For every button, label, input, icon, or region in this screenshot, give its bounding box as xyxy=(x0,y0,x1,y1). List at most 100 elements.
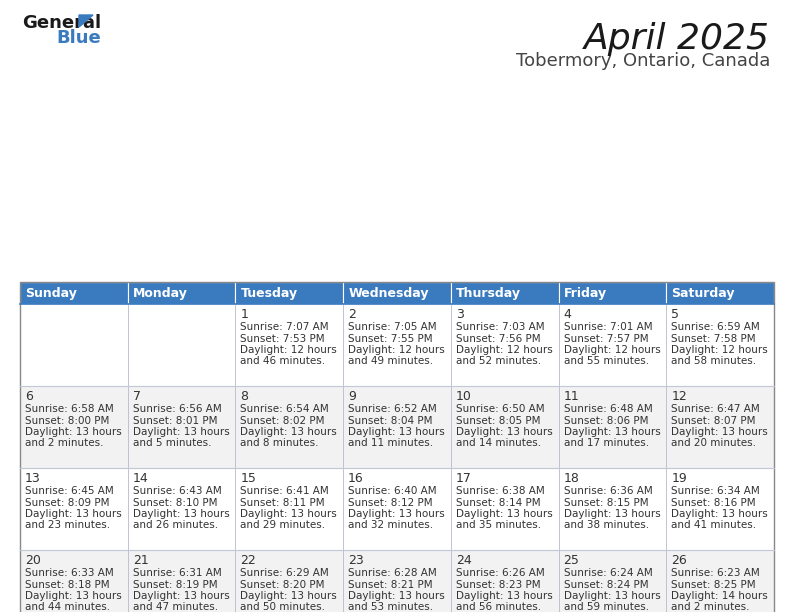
Text: Sunset: 7:55 PM: Sunset: 7:55 PM xyxy=(348,334,432,343)
Text: Wednesday: Wednesday xyxy=(348,286,428,299)
Text: and 59 minutes.: and 59 minutes. xyxy=(564,602,649,612)
Text: 15: 15 xyxy=(241,472,257,485)
Bar xyxy=(343,282,451,304)
Bar xyxy=(343,468,451,550)
Text: Sunset: 8:00 PM: Sunset: 8:00 PM xyxy=(25,416,109,425)
Text: and 52 minutes.: and 52 minutes. xyxy=(456,357,541,367)
Text: 22: 22 xyxy=(241,554,256,567)
Bar xyxy=(666,550,774,612)
Text: 18: 18 xyxy=(564,472,580,485)
Bar xyxy=(128,304,235,386)
Text: Daylight: 13 hours: Daylight: 13 hours xyxy=(25,427,122,437)
Text: Sunrise: 6:33 AM: Sunrise: 6:33 AM xyxy=(25,568,114,578)
Text: 4: 4 xyxy=(564,308,572,321)
Text: Sunrise: 6:52 AM: Sunrise: 6:52 AM xyxy=(348,404,437,414)
Text: Daylight: 13 hours: Daylight: 13 hours xyxy=(241,591,337,601)
Bar xyxy=(666,304,774,386)
Text: Sunset: 8:21 PM: Sunset: 8:21 PM xyxy=(348,580,432,589)
Bar xyxy=(20,468,128,550)
Text: 5: 5 xyxy=(672,308,680,321)
Bar xyxy=(343,304,451,386)
Text: 24: 24 xyxy=(456,554,471,567)
Bar xyxy=(558,304,666,386)
Text: Daylight: 12 hours: Daylight: 12 hours xyxy=(348,345,445,355)
Text: and 20 minutes.: and 20 minutes. xyxy=(672,439,756,449)
Text: Daylight: 13 hours: Daylight: 13 hours xyxy=(133,591,230,601)
Bar xyxy=(451,304,558,386)
Text: Daylight: 13 hours: Daylight: 13 hours xyxy=(564,591,661,601)
Text: and 29 minutes.: and 29 minutes. xyxy=(241,520,326,531)
Bar xyxy=(558,282,666,304)
Text: Daylight: 13 hours: Daylight: 13 hours xyxy=(456,427,553,437)
Text: Sunrise: 6:50 AM: Sunrise: 6:50 AM xyxy=(456,404,544,414)
Text: 13: 13 xyxy=(25,472,40,485)
Text: Sunset: 8:23 PM: Sunset: 8:23 PM xyxy=(456,580,540,589)
Text: Friday: Friday xyxy=(564,286,607,299)
Text: Sunset: 8:06 PM: Sunset: 8:06 PM xyxy=(564,416,648,425)
Bar xyxy=(451,386,558,468)
Bar xyxy=(343,386,451,468)
Text: Daylight: 13 hours: Daylight: 13 hours xyxy=(133,509,230,519)
Text: Sunset: 8:14 PM: Sunset: 8:14 PM xyxy=(456,498,540,507)
Text: and 56 minutes.: and 56 minutes. xyxy=(456,602,541,612)
Text: and 2 minutes.: and 2 minutes. xyxy=(25,439,104,449)
Text: Sunset: 8:24 PM: Sunset: 8:24 PM xyxy=(564,580,648,589)
Text: Sunrise: 6:31 AM: Sunrise: 6:31 AM xyxy=(133,568,222,578)
Text: Daylight: 13 hours: Daylight: 13 hours xyxy=(564,427,661,437)
Text: and 32 minutes.: and 32 minutes. xyxy=(348,520,433,531)
Text: Sunrise: 7:01 AM: Sunrise: 7:01 AM xyxy=(564,322,652,332)
Text: 8: 8 xyxy=(241,390,249,403)
Bar xyxy=(451,550,558,612)
Text: April 2025: April 2025 xyxy=(584,22,770,56)
Text: 7: 7 xyxy=(133,390,141,403)
Bar xyxy=(343,550,451,612)
Text: Daylight: 13 hours: Daylight: 13 hours xyxy=(456,509,553,519)
Text: Sunrise: 6:38 AM: Sunrise: 6:38 AM xyxy=(456,486,545,496)
Text: Daylight: 13 hours: Daylight: 13 hours xyxy=(241,509,337,519)
Text: and 35 minutes.: and 35 minutes. xyxy=(456,520,541,531)
Bar xyxy=(558,386,666,468)
Text: Daylight: 14 hours: Daylight: 14 hours xyxy=(672,591,768,601)
Text: Daylight: 13 hours: Daylight: 13 hours xyxy=(348,591,445,601)
Text: and 46 minutes.: and 46 minutes. xyxy=(241,357,326,367)
Text: Sunset: 8:04 PM: Sunset: 8:04 PM xyxy=(348,416,432,425)
Text: Daylight: 13 hours: Daylight: 13 hours xyxy=(25,591,122,601)
Text: Sunset: 8:12 PM: Sunset: 8:12 PM xyxy=(348,498,432,507)
Text: Sunset: 7:56 PM: Sunset: 7:56 PM xyxy=(456,334,540,343)
Text: 21: 21 xyxy=(133,554,148,567)
Text: Sunset: 8:25 PM: Sunset: 8:25 PM xyxy=(672,580,756,589)
Text: 2: 2 xyxy=(348,308,356,321)
Text: Sunrise: 6:45 AM: Sunrise: 6:45 AM xyxy=(25,486,114,496)
Text: Daylight: 13 hours: Daylight: 13 hours xyxy=(564,509,661,519)
Text: Tobermory, Ontario, Canada: Tobermory, Ontario, Canada xyxy=(516,52,770,70)
Bar xyxy=(558,468,666,550)
Text: Sunset: 8:05 PM: Sunset: 8:05 PM xyxy=(456,416,540,425)
Bar xyxy=(451,468,558,550)
Bar xyxy=(20,282,128,304)
Text: 25: 25 xyxy=(564,554,580,567)
Text: and 53 minutes.: and 53 minutes. xyxy=(348,602,433,612)
Text: Sunset: 8:20 PM: Sunset: 8:20 PM xyxy=(241,580,325,589)
Text: Sunset: 7:58 PM: Sunset: 7:58 PM xyxy=(672,334,756,343)
Text: and 8 minutes.: and 8 minutes. xyxy=(241,439,319,449)
Bar xyxy=(128,282,235,304)
Text: Sunset: 8:07 PM: Sunset: 8:07 PM xyxy=(672,416,756,425)
Text: Sunrise: 6:43 AM: Sunrise: 6:43 AM xyxy=(133,486,222,496)
Text: Sunrise: 6:34 AM: Sunrise: 6:34 AM xyxy=(672,486,760,496)
Text: and 58 minutes.: and 58 minutes. xyxy=(672,357,756,367)
Text: Tuesday: Tuesday xyxy=(241,286,298,299)
Text: Sunset: 7:53 PM: Sunset: 7:53 PM xyxy=(241,334,325,343)
Text: 11: 11 xyxy=(564,390,579,403)
Text: and 26 minutes.: and 26 minutes. xyxy=(133,520,218,531)
Text: Sunrise: 6:54 AM: Sunrise: 6:54 AM xyxy=(241,404,329,414)
Text: Sunrise: 6:40 AM: Sunrise: 6:40 AM xyxy=(348,486,436,496)
Text: Sunrise: 6:48 AM: Sunrise: 6:48 AM xyxy=(564,404,653,414)
Text: Sunset: 7:57 PM: Sunset: 7:57 PM xyxy=(564,334,648,343)
Text: 26: 26 xyxy=(672,554,687,567)
Text: Sunrise: 6:23 AM: Sunrise: 6:23 AM xyxy=(672,568,760,578)
Text: Sunrise: 6:28 AM: Sunrise: 6:28 AM xyxy=(348,568,437,578)
Bar xyxy=(128,386,235,468)
Text: Sunset: 8:19 PM: Sunset: 8:19 PM xyxy=(133,580,217,589)
Text: and 44 minutes.: and 44 minutes. xyxy=(25,602,110,612)
Text: Daylight: 12 hours: Daylight: 12 hours xyxy=(672,345,768,355)
